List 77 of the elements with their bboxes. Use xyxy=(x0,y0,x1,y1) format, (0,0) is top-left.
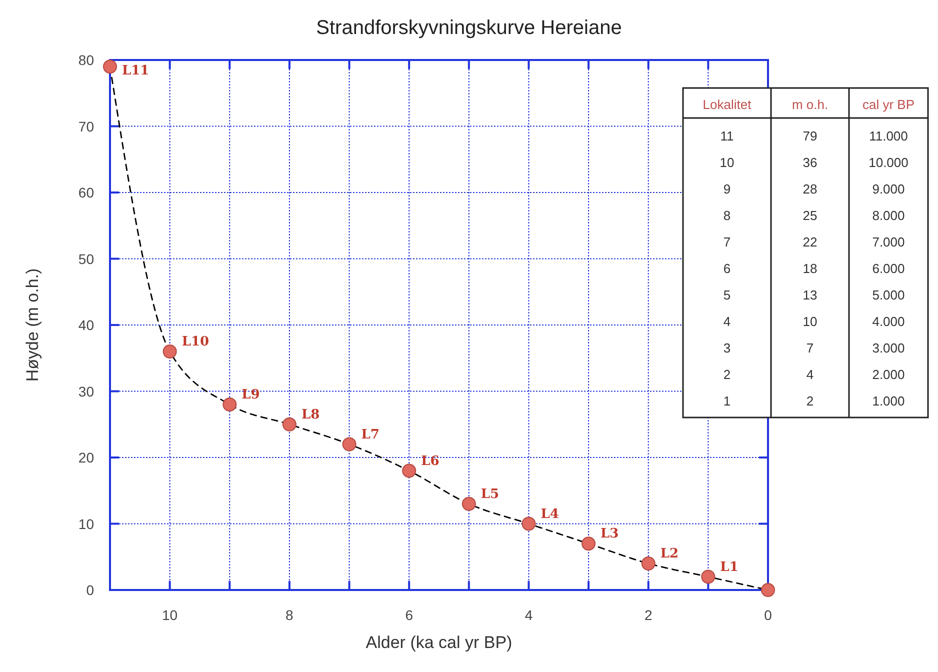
data-label: L1 xyxy=(720,560,738,575)
text: 10 xyxy=(802,314,818,329)
y-tick-label: 40 xyxy=(78,317,94,333)
x-tick-label: 2 xyxy=(644,607,652,623)
text: 36 xyxy=(802,154,818,170)
x-tick-label: 6 xyxy=(405,607,414,623)
text: 4 xyxy=(806,366,814,382)
text: 7 xyxy=(806,340,814,356)
text: 28 xyxy=(802,181,818,196)
text: 9.000 xyxy=(872,181,905,196)
data-label: L7 xyxy=(361,427,380,442)
annotation: 4 xyxy=(723,314,731,329)
y-tick-label: 50 xyxy=(78,250,94,267)
y-axis-title: Høyde (m o.h.) xyxy=(23,268,42,382)
annotation: 8 xyxy=(723,208,731,223)
data-label: L2 xyxy=(660,546,679,562)
point xyxy=(402,464,416,478)
annotation: 7 xyxy=(723,234,731,250)
text: 13 xyxy=(802,287,818,302)
annotation: Lokalitet xyxy=(702,97,752,112)
text: 2.000 xyxy=(872,366,905,382)
data-label: L5 xyxy=(480,486,500,502)
annotation: 2 xyxy=(723,366,731,382)
x-tick-label: 8 xyxy=(286,607,294,623)
annotation: 6 xyxy=(723,260,731,276)
point xyxy=(582,536,596,551)
point xyxy=(342,437,356,452)
annotation: 11 xyxy=(720,128,734,144)
text: 3.000 xyxy=(872,340,905,356)
text: 5.000 xyxy=(872,287,905,302)
data-label: L9 xyxy=(242,388,260,402)
annotation: 3 xyxy=(723,340,731,356)
data-label: L6 xyxy=(421,454,440,469)
text: 22 xyxy=(802,234,818,250)
text: m o.h. xyxy=(792,97,828,112)
text: 7.000 xyxy=(872,234,905,250)
text: 10.000 xyxy=(868,154,908,170)
chart-title: Strandforskyvningskurve Hereiane xyxy=(316,17,622,39)
point xyxy=(641,556,656,570)
x-tick-label: 0 xyxy=(764,607,772,623)
text: 8.000 xyxy=(872,208,905,223)
text: 25 xyxy=(802,208,818,223)
point xyxy=(282,417,296,432)
point xyxy=(761,583,775,597)
text: cal yr BP xyxy=(862,97,915,112)
y-tick-label: 20 xyxy=(78,450,94,466)
y-tick-label: 70 xyxy=(78,118,94,134)
point xyxy=(103,60,117,74)
point xyxy=(522,516,536,531)
data-label: L10 xyxy=(182,334,210,350)
text: 6.000 xyxy=(872,260,905,276)
y-tick-label: 0 xyxy=(86,582,94,598)
text: 4.000 xyxy=(872,314,905,329)
data-label: L8 xyxy=(301,407,320,422)
text: 18 xyxy=(802,260,818,276)
data-label: L11 xyxy=(122,64,150,79)
y-tick-label: 60 xyxy=(78,184,94,200)
text: 79 xyxy=(802,128,818,144)
point xyxy=(701,570,716,584)
annotation: 1 xyxy=(723,393,731,408)
x-axis-title: Alder (ka cal yr BP) xyxy=(366,633,512,652)
text: 2 xyxy=(806,393,814,408)
y-tick-label: 30 xyxy=(78,383,94,400)
x-tick-label: 4 xyxy=(524,607,533,623)
annotation: 10 xyxy=(720,154,734,170)
annotation: 5 xyxy=(723,287,731,302)
data-label: L3 xyxy=(600,526,619,542)
point xyxy=(462,496,476,511)
x-tick-label: 10 xyxy=(162,607,178,623)
text: 11.000 xyxy=(869,128,908,144)
y-tick-label: 80 xyxy=(78,52,94,68)
data-label: L4 xyxy=(540,506,559,522)
y-tick-label: 10 xyxy=(78,516,94,532)
annotation: 9 xyxy=(723,181,731,196)
point xyxy=(162,344,177,358)
text: 1.000 xyxy=(872,393,905,408)
point xyxy=(222,398,237,412)
